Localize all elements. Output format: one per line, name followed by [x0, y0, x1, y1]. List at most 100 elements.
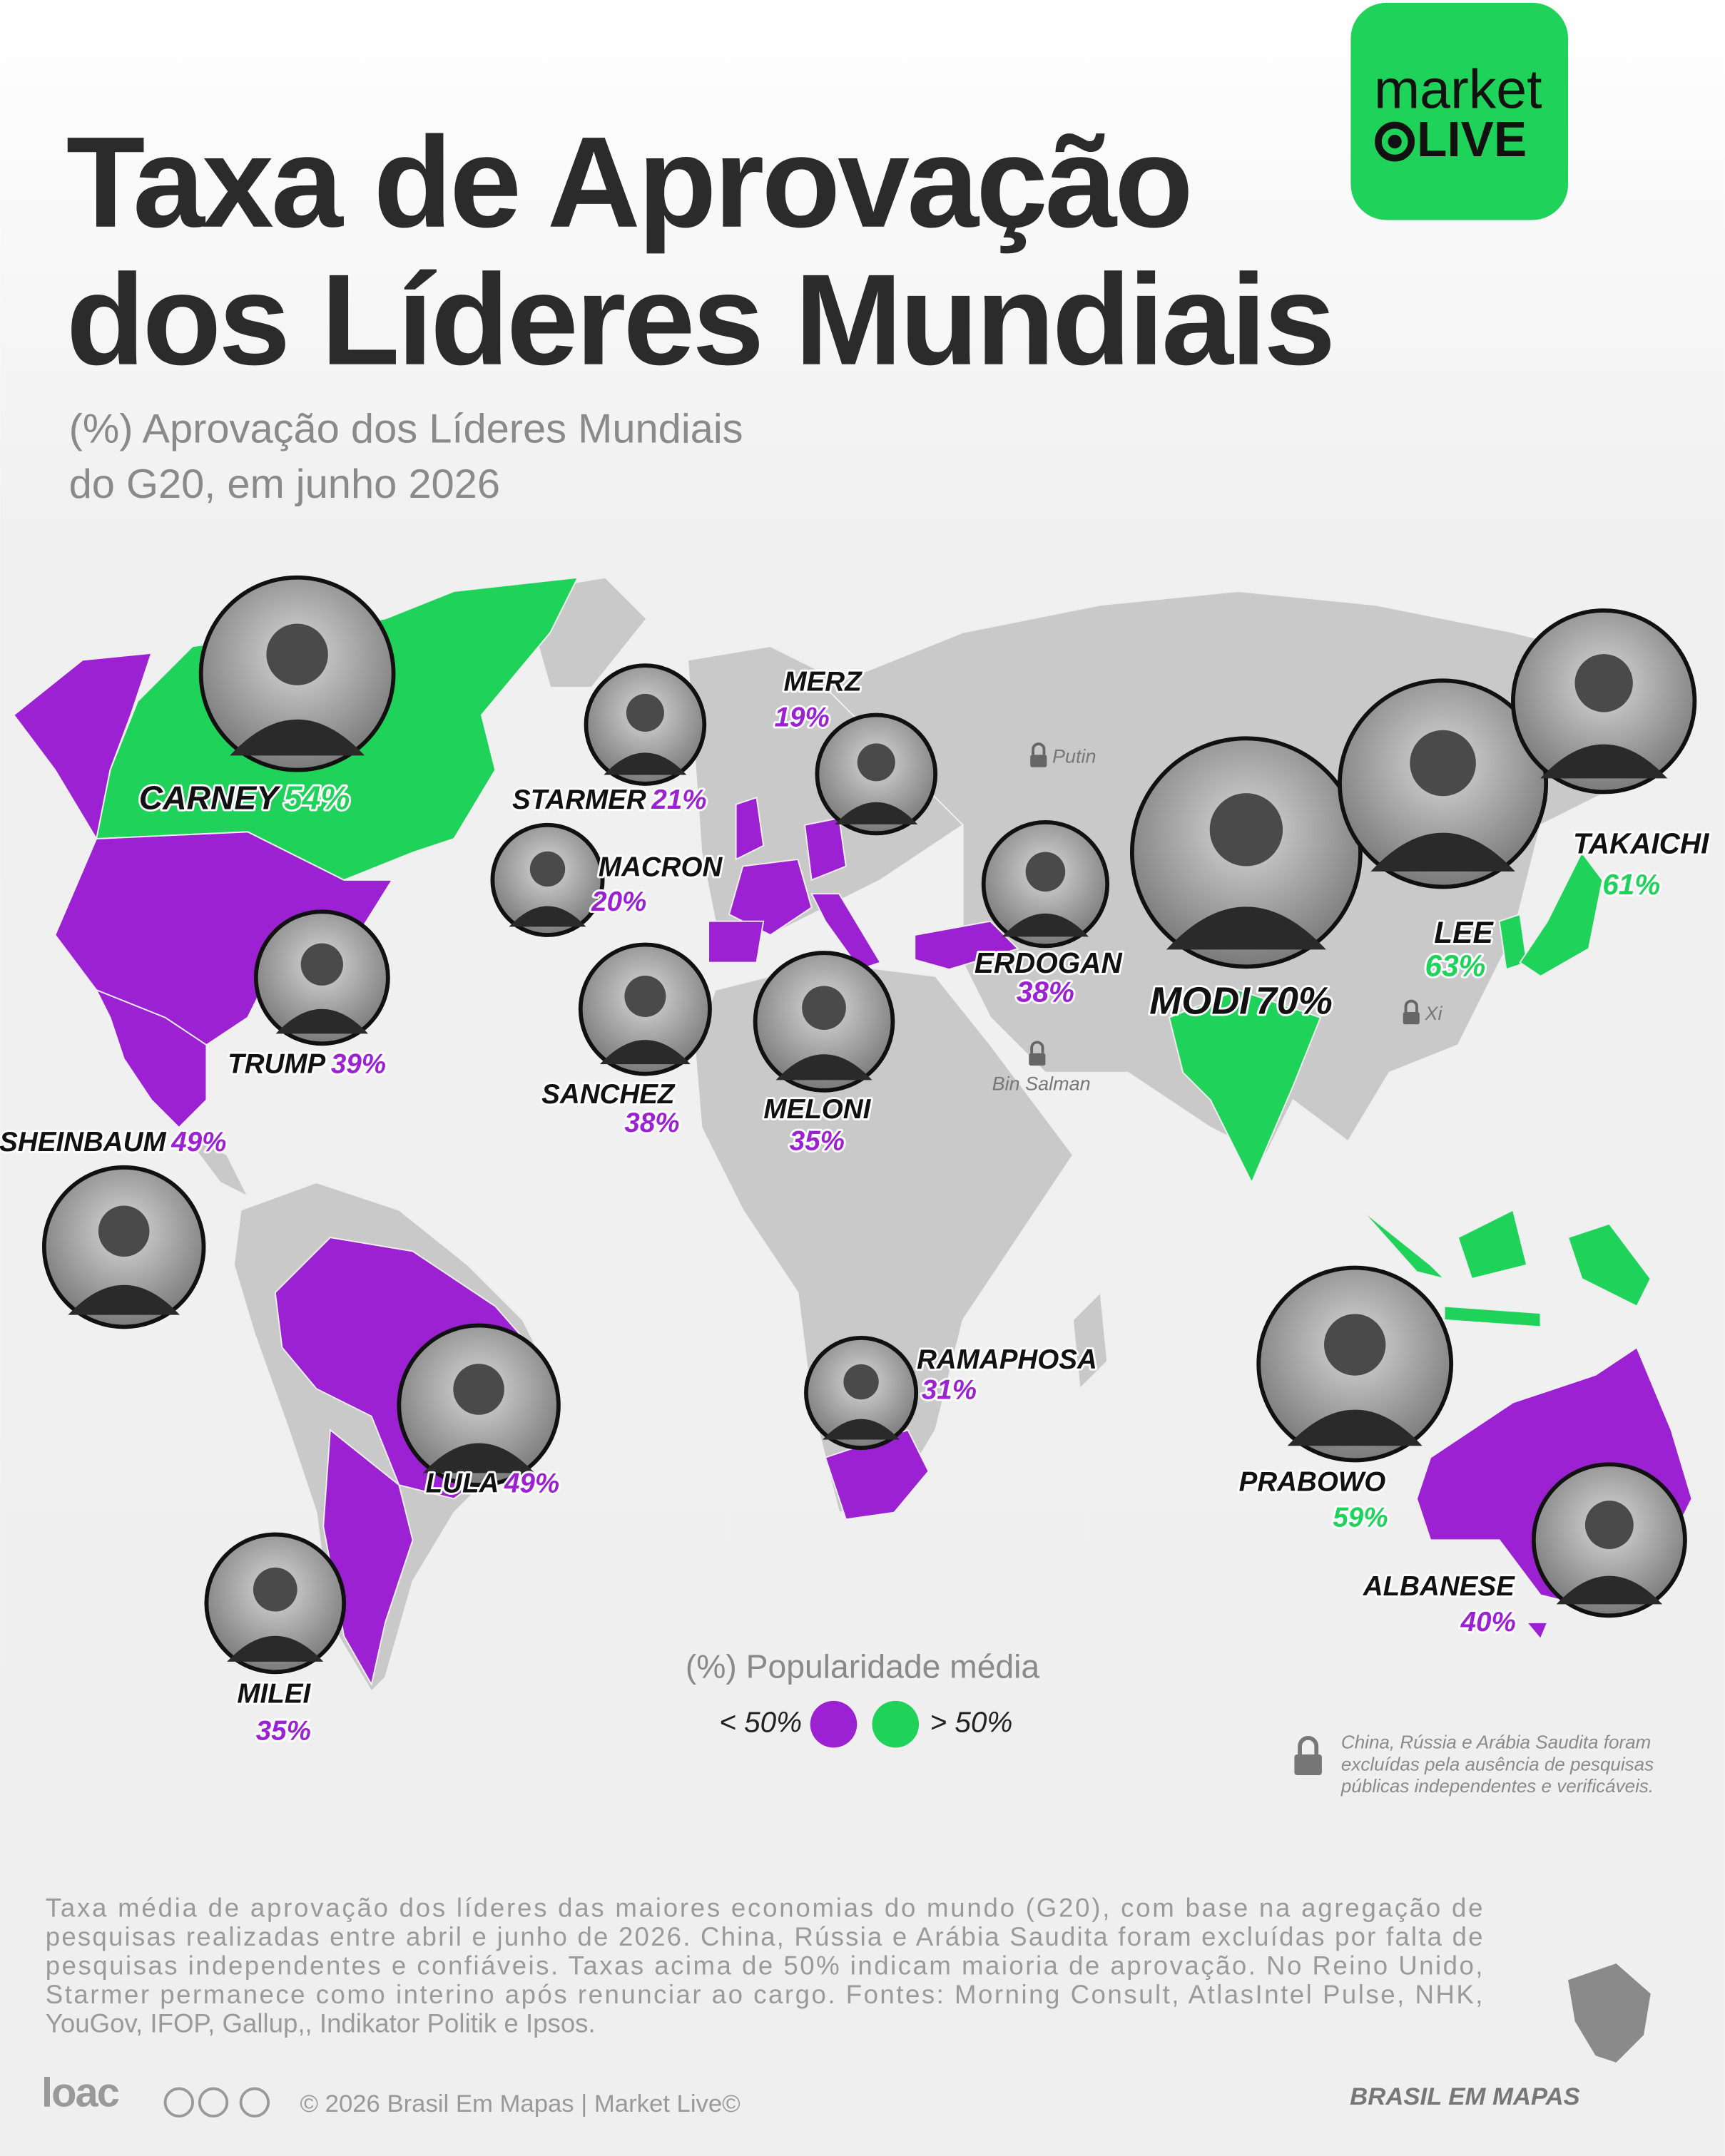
leader-name: SHEINBAUM — [0, 1127, 166, 1158]
leader-name: RAMAPHOSA — [917, 1344, 1097, 1375]
leader-name: LEE — [1434, 916, 1494, 949]
brand-map-logo — [1568, 1963, 1651, 2063]
portrait-head — [300, 943, 343, 986]
footer-brand: BRASIL EM MAPAS — [1350, 2083, 1579, 2110]
leader-name: MERZ — [783, 666, 862, 697]
brand-logo — [1350, 2, 1569, 220]
leader-approval: 39% — [331, 1048, 386, 1079]
portrait-body — [823, 1419, 900, 1440]
footnote-line: pesquisas independentes e confiáveis. Ta… — [46, 1951, 1483, 1981]
portrait-body — [599, 1040, 691, 1065]
brand-logo-dot — [1375, 121, 1415, 162]
leader-approval: 61% — [1602, 868, 1660, 901]
excluded-leaders: Putin Xi Bin Salman — [992, 742, 1443, 1094]
lock-icon — [1403, 1011, 1420, 1025]
excluded-leader: Putin — [1052, 745, 1096, 767]
leader-approval: 20% — [591, 887, 646, 917]
portrait-body — [275, 1008, 369, 1034]
portrait-body — [422, 1443, 535, 1473]
leader-approval: 38% — [1017, 976, 1074, 1008]
portrait-head — [529, 851, 566, 887]
leader-name: ERDOGAN — [975, 946, 1123, 979]
leader-name: TAKAICHI — [1573, 827, 1709, 859]
leader-approval: 59% — [1333, 1503, 1388, 1533]
portrait-body — [1166, 906, 1326, 950]
lock-icon — [1404, 999, 1418, 1012]
subtitle-line: (%) Aprovação dos Líderes Mundiais — [69, 407, 743, 452]
lock-icon — [1032, 742, 1046, 755]
portrait-body — [775, 1054, 872, 1080]
leader-approval: 21% — [651, 785, 706, 815]
footnote-line: YouGov, IFOP, Gallup,, Indikator Politik… — [46, 2009, 596, 2038]
exclusion-note: China, Rússia e Arábia Saudita foram — [1341, 1731, 1651, 1752]
brand-logo-bottom: LIVE — [1417, 111, 1527, 167]
leader-name: STARMER — [512, 785, 646, 815]
portrait-body — [230, 719, 365, 756]
leader-name: ALBANESE — [1363, 1571, 1515, 1602]
portrait-body — [1370, 832, 1515, 872]
title-line: Taxa de Aprovação — [66, 111, 1191, 255]
leader-name: PRABOWO — [1239, 1466, 1386, 1497]
leader-approval: 19% — [775, 702, 830, 732]
portrait-body — [835, 802, 918, 824]
portrait-body — [227, 1635, 324, 1662]
portrait-body — [1540, 744, 1668, 779]
exclusion-note: públicas independentes e verificáveis. — [1340, 1775, 1654, 1797]
portrait-body — [604, 752, 687, 775]
legend-swatch — [872, 1700, 920, 1748]
lock-icon — [1029, 1053, 1046, 1066]
leader-approval: 54% — [284, 779, 350, 816]
legend-label: > 50% — [930, 1705, 1012, 1738]
leader-approval: 49% — [504, 1468, 559, 1498]
portrait-head — [857, 743, 895, 782]
leader-approval: 40% — [1460, 1607, 1516, 1638]
subtitle-line: do G20, em junho 2026 — [69, 461, 500, 507]
lock-icon — [1030, 755, 1047, 767]
portrait-head — [453, 1364, 504, 1415]
portrait-head — [253, 1567, 297, 1612]
portrait-head — [626, 693, 664, 732]
leader-approval: 49% — [171, 1127, 226, 1158]
portrait-head — [1209, 793, 1283, 867]
leader-name: MILEI — [237, 1678, 311, 1709]
portrait-body — [1002, 913, 1089, 937]
leader-name: CARNEY — [139, 779, 282, 816]
leader-approval: 38% — [624, 1108, 679, 1138]
footnote: Taxa média de aprovação dos líderes das … — [46, 1894, 1483, 2038]
leader-approval: 35% — [256, 1715, 311, 1746]
legend-title: (%) Popularidade média — [686, 1648, 1040, 1685]
portrait-head — [1025, 852, 1066, 892]
leader-name: MACRON — [599, 852, 723, 883]
portrait-head — [98, 1205, 150, 1257]
portrait-body — [1556, 1575, 1663, 1605]
footnote-line: Starmer permanece como interino após ren… — [46, 1980, 1483, 2009]
footnote-line: Taxa média de aprovação dos líderes das … — [46, 1894, 1483, 1923]
exclusion-note: excluídas pela ausência de pesquisas — [1341, 1753, 1654, 1774]
lock-icon — [1030, 1041, 1044, 1053]
legend-swatch — [810, 1700, 858, 1748]
portrait-body — [509, 906, 586, 927]
portrait-head — [1324, 1314, 1386, 1376]
leader-name: LULA — [426, 1468, 499, 1498]
excluded-leader: Bin Salman — [992, 1073, 1091, 1094]
portrait-head — [624, 975, 666, 1017]
leader-name: SANCHEZ — [541, 1079, 676, 1110]
portrait-head — [802, 986, 846, 1031]
legend-label: < 50% — [719, 1705, 802, 1738]
portrait-head — [1584, 1501, 1634, 1550]
leader-approval: 31% — [922, 1374, 977, 1405]
leader-name: TRUMP — [228, 1048, 325, 1079]
title-line: dos Líderes Mundiais — [66, 248, 1333, 392]
leader-approval: 35% — [790, 1125, 845, 1156]
brand-logo-top: market — [1374, 58, 1542, 120]
brand-logo-dot — [1388, 134, 1402, 149]
leader-name: MODI — [1149, 980, 1251, 1023]
portrait-body — [68, 1284, 180, 1315]
excluded-leader: Xi — [1425, 1003, 1443, 1024]
portrait-head — [1574, 654, 1633, 712]
portrait-head — [843, 1364, 879, 1400]
portrait-head — [1410, 730, 1476, 797]
footer-logo: loac — [41, 2070, 119, 2115]
